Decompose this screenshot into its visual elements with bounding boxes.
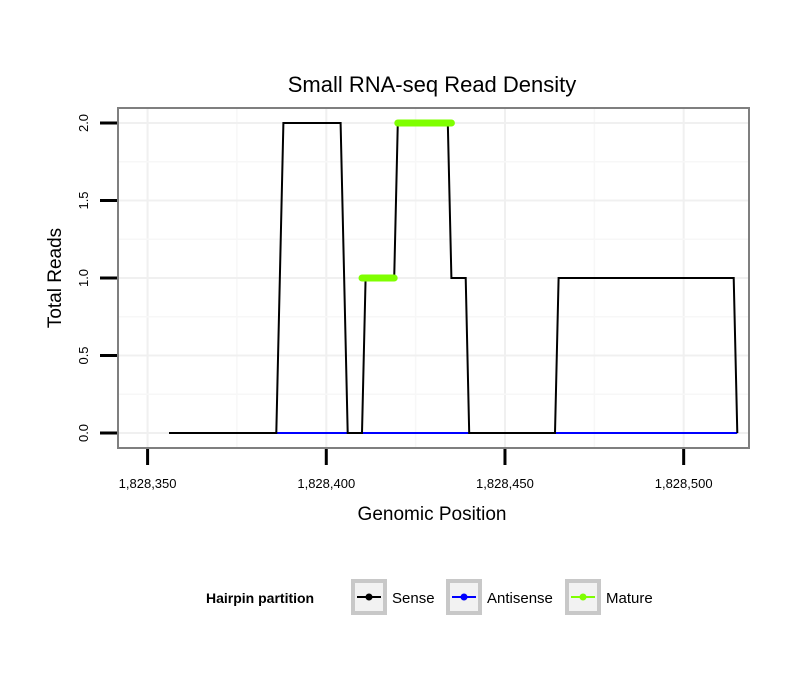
legend-point-sense (365, 593, 373, 601)
plot-panel-border (117, 107, 750, 449)
y-axis-title: Total Reads (45, 228, 66, 328)
legend-point-antisense (460, 593, 468, 601)
y-tick-label: 0.5 (76, 346, 91, 364)
x-tick-label: 1,828,350 (119, 476, 177, 491)
x-tick-label: 1,828,400 (297, 476, 355, 491)
legend-title: Hairpin partition (206, 590, 314, 606)
y-axis: 0.0 0.5 1.0 1.5 2.0 (76, 114, 117, 442)
legend-item-antisense: Antisense (446, 579, 553, 615)
grid-lines (119, 109, 748, 447)
series-layer (169, 119, 739, 434)
chart-title: Small RNA-seq Read Density (288, 72, 577, 97)
legend: Hairpin partition Sense Antisense Mature (206, 579, 653, 615)
x-axis-title: Genomic Position (358, 504, 507, 525)
x-tick-label: 1,828,500 (655, 476, 713, 491)
legend-label-mature: Mature (606, 590, 653, 607)
y-tick-label: 1.0 (76, 269, 91, 287)
legend-label-antisense: Antisense (487, 590, 553, 607)
x-axis: 1,828,350 1,828,400 1,828,450 1,828,500 (119, 449, 713, 491)
y-tick-label: 2.0 (76, 114, 91, 132)
legend-item-mature: Mature (565, 579, 653, 615)
legend-item-sense: Sense (351, 579, 435, 615)
y-tick-label: 0.0 (76, 424, 91, 442)
y-tick-label: 1.5 (76, 191, 91, 209)
legend-point-mature (579, 593, 587, 601)
legend-label-sense: Sense (392, 590, 435, 607)
x-tick-label: 1,828,450 (476, 476, 534, 491)
